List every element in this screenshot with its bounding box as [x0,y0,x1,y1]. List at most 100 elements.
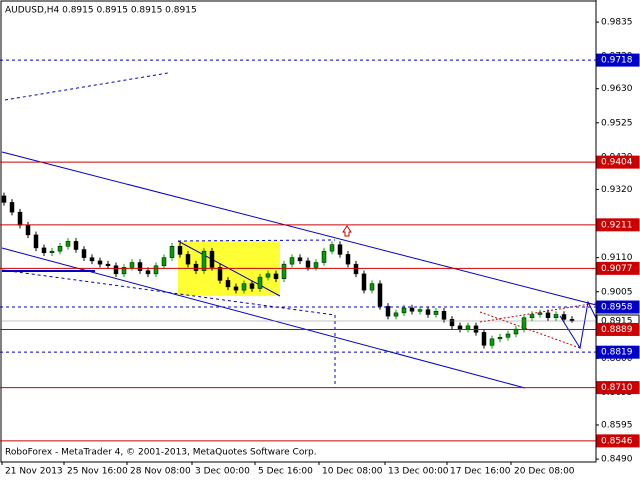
x-tick-label: 10 Dec 08:00 [322,467,383,477]
level-label-box [596,261,640,275]
x-tick-label: 25 Nov 16:00 [67,467,128,477]
candle-body [97,260,103,265]
candle-body [361,273,367,291]
candle-body [241,283,247,291]
level-label: 0.8546 [601,436,633,446]
candle-body [393,312,399,317]
level-label: 0.8710 [601,383,633,393]
trend-line [1,269,336,316]
candle-body [33,234,39,249]
level-label: 0.8819 [601,348,633,358]
candle-body [377,283,383,307]
candle-body [417,309,423,312]
x-tick-label: 20 Dec 08:00 [514,467,575,477]
candle-body [233,286,239,291]
candle-body [289,257,295,265]
candle-body [65,241,71,247]
candle-body [521,317,527,330]
candle-body [457,325,463,330]
level-label: 0.9211 [601,220,633,230]
candle-body [129,262,135,268]
candle-body [313,262,319,268]
candle-body [41,247,47,254]
y-tick-label: 0.9630 [601,84,633,94]
candle-body [153,265,159,275]
x-tick-label: 28 Nov 08:00 [130,467,191,477]
candle-body [553,314,559,318]
candle-body [161,257,167,267]
candle-body [57,246,63,252]
level-label: 0.9077 [601,264,633,274]
candle-body [209,250,215,268]
candle-body [105,263,111,267]
candle-body [169,246,175,258]
candle-body [441,310,447,320]
level-label-box [596,434,640,448]
up-arrow [342,225,352,237]
candle-body [401,307,407,314]
candle-body [337,244,343,255]
level-label-box [596,155,640,169]
level-label: 0.9718 [601,56,633,66]
candle-body [145,270,151,275]
y-tick-label: 0.9525 [601,118,633,128]
x-tick-label: 17 Dec 16:00 [450,467,511,477]
candle-body [449,319,455,327]
candle-body [137,262,143,271]
x-tick-label: 3 Dec 00:00 [195,467,250,477]
candle-body [17,211,23,226]
candle-body [281,263,287,280]
candle-body [201,250,207,271]
candle-body [369,283,375,291]
candle-body [25,224,31,236]
candle-body [537,312,543,315]
candle-body [305,260,311,268]
candle-body [177,246,183,255]
candle-body [545,312,551,318]
level-label-box [596,345,640,359]
candle-body [249,283,255,289]
candle-body [497,336,503,340]
level-label: 0.9404 [601,158,633,168]
candle-body [529,314,535,318]
y-tick-label: 0.9835 [601,18,633,28]
projection-path [559,300,597,350]
projection-line [479,311,581,349]
x-tick-label: 5 Dec 16:00 [258,467,313,477]
candle-body [297,257,303,262]
y-tick-label: 0.8490 [601,455,633,465]
candle-body [113,265,119,275]
level-label-box [596,218,640,232]
candle-body [217,267,223,281]
candle-body [481,332,487,346]
y-tick-label: 0.8595 [601,420,633,430]
candle-body [321,250,327,263]
candle-body [81,249,87,258]
candle-body [73,241,79,250]
candle-body [345,254,351,265]
level-label-box [596,322,640,336]
candle-body [385,306,391,317]
level-label-box [596,381,640,395]
candle-body [329,244,335,252]
chart-header: AUDUSD,H4 0.8915 0.8915 0.8915 0.8915 [5,6,197,16]
trend-line [177,239,336,242]
candle-body [505,333,511,338]
candle-body [185,254,191,265]
y-tick-label: 0.9005 [601,287,633,297]
level-label: 0.8915 [601,316,633,326]
candle-body [353,263,359,275]
level-label-box [596,300,640,314]
candle-body [193,263,199,271]
candle-body [1,195,7,203]
x-tick-label: 21 Nov 2013 [5,467,63,477]
candle-body [49,250,55,254]
candle-body [465,325,471,330]
candle-body [257,276,263,289]
channel-line [1,151,597,306]
projection-line [479,302,597,323]
level-label: 0.8889 [601,325,633,335]
candle-body [9,202,15,213]
candle-body [121,267,127,275]
